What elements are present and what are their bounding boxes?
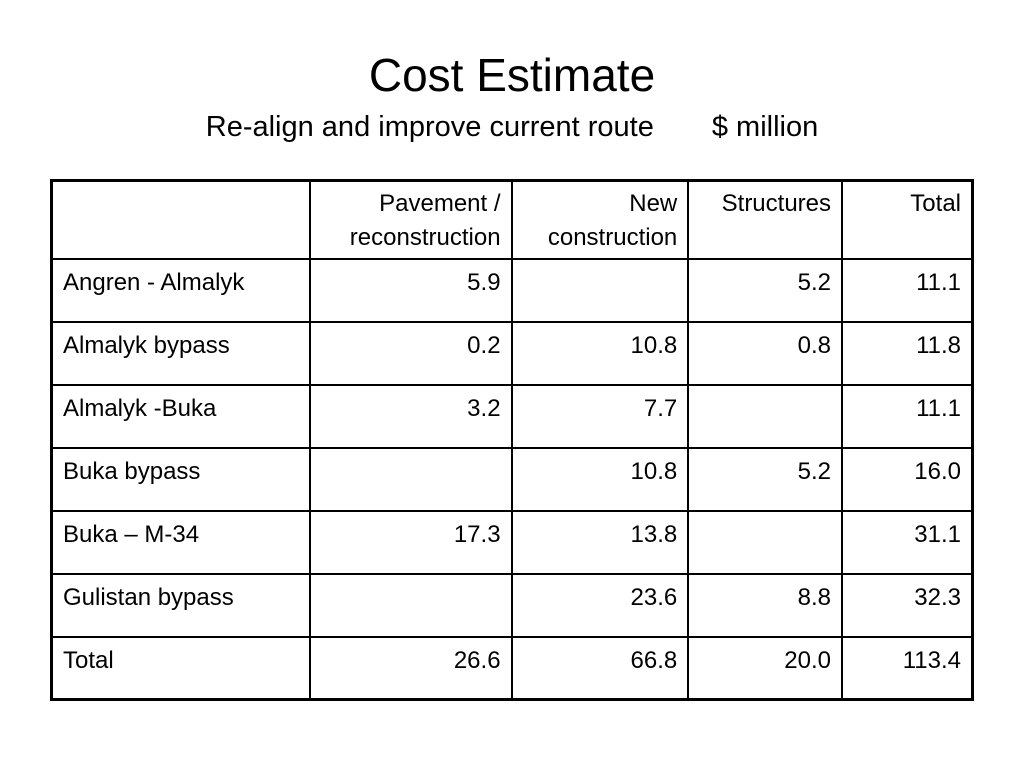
row-label: Buka – M-34 [50, 509, 311, 575]
cell-pavement: 0.2 [308, 320, 513, 386]
subtitle: Re-align and improve current route $ mill… [0, 108, 1024, 146]
cell-pavement: 26.6 [308, 635, 513, 701]
row-label: Angren - Almalyk [50, 257, 311, 323]
cell-total: 11.1 [841, 383, 974, 449]
cell-total: 16.0 [841, 446, 974, 512]
cell-structures: 8.8 [687, 572, 844, 638]
row-label: Buka bypass [50, 446, 311, 512]
cell-pavement: 5.9 [308, 257, 513, 323]
table-row: Angren - Almalyk 5.9 5.2 11.1 [50, 257, 974, 323]
cell-new-construction: 10.8 [510, 446, 690, 512]
cell-new-construction: 66.8 [510, 635, 690, 701]
table-row: Almalyk bypass 0.2 10.8 0.8 11.8 [50, 320, 974, 386]
cell-pavement: 17.3 [308, 509, 513, 575]
cell-new-construction [510, 257, 690, 323]
cell-structures: 5.2 [687, 257, 844, 323]
subtitle-unit: $ million [711, 111, 819, 143]
cell-new-construction: 10.8 [510, 320, 690, 386]
cell-total: 113.4 [841, 635, 974, 701]
table-row: Gulistan bypass 23.6 8.8 32.3 [50, 572, 974, 638]
row-label: Almalyk -Buka [50, 383, 311, 449]
cell-structures: 20.0 [687, 635, 844, 701]
table-row: Buka – M-34 17.3 13.8 31.1 [50, 509, 974, 575]
subtitle-route: Re-align and improve current route [205, 111, 654, 143]
row-label: Total [50, 635, 311, 701]
cell-total: 31.1 [841, 509, 974, 575]
header-cell-pavement: Pavement / reconstruction [308, 179, 513, 260]
cell-structures [687, 383, 844, 449]
table-row-total: Total 26.6 66.8 20.0 113.4 [50, 635, 974, 701]
row-label: Gulistan bypass [50, 572, 311, 638]
cell-structures [687, 509, 844, 575]
cell-new-construction: 13.8 [510, 509, 690, 575]
header-cell-new-construction: New construction [510, 179, 690, 260]
cell-new-construction: 23.6 [510, 572, 690, 638]
cell-pavement [308, 572, 513, 638]
row-label: Almalyk bypass [50, 320, 311, 386]
cell-structures: 0.8 [687, 320, 844, 386]
header-cell-structures: Structures [687, 179, 844, 260]
cell-pavement [308, 446, 513, 512]
table-row: Buka bypass 10.8 5.2 16.0 [50, 446, 974, 512]
cost-table: Pavement / reconstruction New constructi… [50, 179, 974, 701]
cell-total: 32.3 [841, 572, 974, 638]
cell-new-construction: 7.7 [510, 383, 690, 449]
header-cell-empty [50, 179, 311, 260]
table-row: Almalyk -Buka 3.2 7.7 11.1 [50, 383, 974, 449]
cell-pavement: 3.2 [308, 383, 513, 449]
cell-total: 11.8 [841, 320, 974, 386]
page-title: Cost Estimate [368, 49, 656, 101]
header-row: Pavement / reconstruction New constructi… [50, 179, 974, 260]
cell-total: 11.1 [841, 257, 974, 323]
cell-structures: 5.2 [687, 446, 844, 512]
header-cell-total: Total [841, 179, 974, 260]
